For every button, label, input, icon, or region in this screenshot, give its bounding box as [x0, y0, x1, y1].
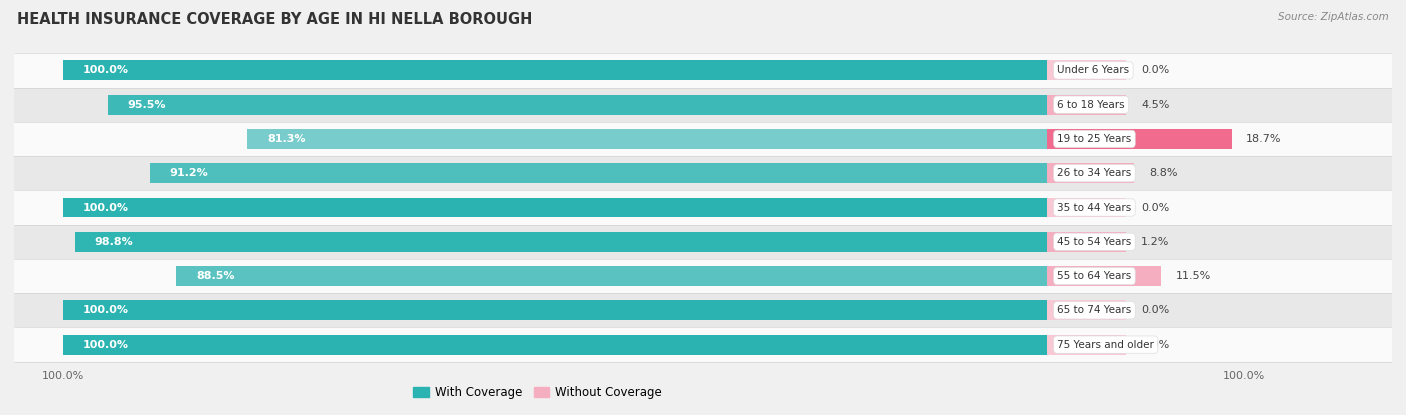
Bar — [63, 198, 1047, 217]
Bar — [177, 266, 1047, 286]
Text: 100.0%: 100.0% — [83, 203, 129, 212]
Text: 45 to 54 Years: 45 to 54 Years — [1057, 237, 1132, 247]
Text: 0.0%: 0.0% — [1142, 66, 1170, 76]
Text: 0.0%: 0.0% — [1142, 305, 1170, 315]
Bar — [63, 61, 1047, 81]
Bar — [0, 190, 1406, 225]
Text: 8.8%: 8.8% — [1149, 168, 1177, 178]
Legend: With Coverage, Without Coverage: With Coverage, Without Coverage — [409, 381, 666, 403]
Bar — [0, 327, 1406, 362]
Bar — [63, 300, 1047, 320]
Bar — [1047, 163, 1135, 183]
Bar — [0, 122, 1406, 156]
Bar — [1047, 61, 1126, 81]
Bar — [0, 53, 1406, 88]
Bar — [1047, 300, 1126, 320]
Text: Source: ZipAtlas.com: Source: ZipAtlas.com — [1278, 12, 1389, 22]
Text: 75 Years and older: 75 Years and older — [1057, 339, 1154, 349]
Text: 81.3%: 81.3% — [267, 134, 305, 144]
Text: 4.5%: 4.5% — [1142, 100, 1170, 110]
Text: 100.0%: 100.0% — [83, 305, 129, 315]
Text: 91.2%: 91.2% — [170, 168, 208, 178]
Text: 1.2%: 1.2% — [1142, 237, 1170, 247]
Bar — [1047, 232, 1126, 252]
Bar — [1047, 95, 1126, 115]
Bar — [1047, 198, 1126, 217]
Text: 0.0%: 0.0% — [1142, 339, 1170, 349]
Bar — [0, 88, 1406, 122]
Bar — [1047, 266, 1161, 286]
Text: 0.0%: 0.0% — [1142, 203, 1170, 212]
Text: 95.5%: 95.5% — [127, 100, 166, 110]
Text: 88.5%: 88.5% — [195, 271, 235, 281]
Text: HEALTH INSURANCE COVERAGE BY AGE IN HI NELLA BOROUGH: HEALTH INSURANCE COVERAGE BY AGE IN HI N… — [17, 12, 533, 27]
Bar — [0, 156, 1406, 190]
Text: 65 to 74 Years: 65 to 74 Years — [1057, 305, 1132, 315]
Bar — [1047, 334, 1126, 354]
Text: 11.5%: 11.5% — [1175, 271, 1211, 281]
Bar — [150, 163, 1047, 183]
Text: 55 to 64 Years: 55 to 64 Years — [1057, 271, 1132, 281]
Bar — [1047, 129, 1232, 149]
Text: 100.0%: 100.0% — [83, 339, 129, 349]
Bar — [0, 293, 1406, 327]
Bar — [247, 129, 1047, 149]
Bar — [75, 232, 1047, 252]
Bar — [0, 259, 1406, 293]
Bar — [107, 95, 1047, 115]
Text: 35 to 44 Years: 35 to 44 Years — [1057, 203, 1132, 212]
Text: 18.7%: 18.7% — [1246, 134, 1282, 144]
Text: 19 to 25 Years: 19 to 25 Years — [1057, 134, 1132, 144]
Text: 98.8%: 98.8% — [94, 237, 134, 247]
Text: Under 6 Years: Under 6 Years — [1057, 66, 1129, 76]
Bar — [63, 334, 1047, 354]
Text: 26 to 34 Years: 26 to 34 Years — [1057, 168, 1132, 178]
Text: 6 to 18 Years: 6 to 18 Years — [1057, 100, 1125, 110]
Text: 100.0%: 100.0% — [83, 66, 129, 76]
Bar — [0, 225, 1406, 259]
